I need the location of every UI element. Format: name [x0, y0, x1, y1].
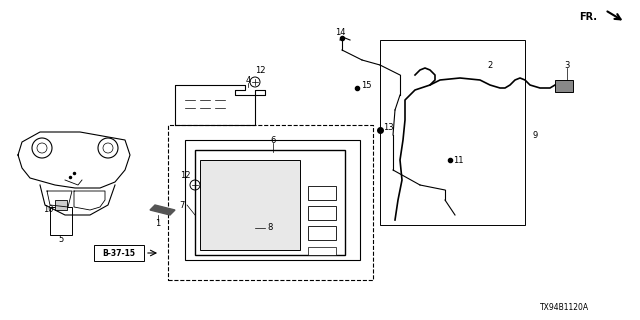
Text: 15: 15 — [361, 81, 371, 90]
Text: 9: 9 — [532, 131, 538, 140]
Bar — [185, 140, 360, 260]
Polygon shape — [150, 205, 175, 215]
Bar — [308, 226, 336, 240]
Bar — [308, 186, 336, 200]
Bar — [168, 125, 373, 280]
Bar — [308, 247, 336, 255]
Text: 13: 13 — [383, 123, 394, 132]
Bar — [308, 206, 336, 220]
Bar — [555, 80, 573, 92]
Bar — [55, 200, 67, 210]
Text: 2: 2 — [488, 60, 493, 69]
Text: 1: 1 — [156, 220, 161, 228]
Text: 6: 6 — [270, 135, 276, 145]
Bar — [50, 207, 72, 235]
Bar — [195, 150, 345, 255]
Text: B-37-15: B-37-15 — [102, 249, 136, 258]
Text: 4: 4 — [245, 76, 251, 84]
Text: 10: 10 — [43, 205, 53, 214]
Text: 14: 14 — [335, 28, 345, 36]
Text: 8: 8 — [268, 223, 273, 233]
Bar — [380, 40, 525, 225]
Text: TX94B1120A: TX94B1120A — [540, 303, 589, 312]
Bar — [200, 160, 300, 250]
Text: 5: 5 — [58, 236, 63, 244]
Text: 11: 11 — [452, 156, 463, 164]
Text: 7: 7 — [179, 201, 185, 210]
Text: 12: 12 — [255, 66, 265, 75]
Text: FR.: FR. — [579, 12, 597, 22]
Text: 12: 12 — [180, 171, 190, 180]
Text: 3: 3 — [564, 60, 570, 69]
